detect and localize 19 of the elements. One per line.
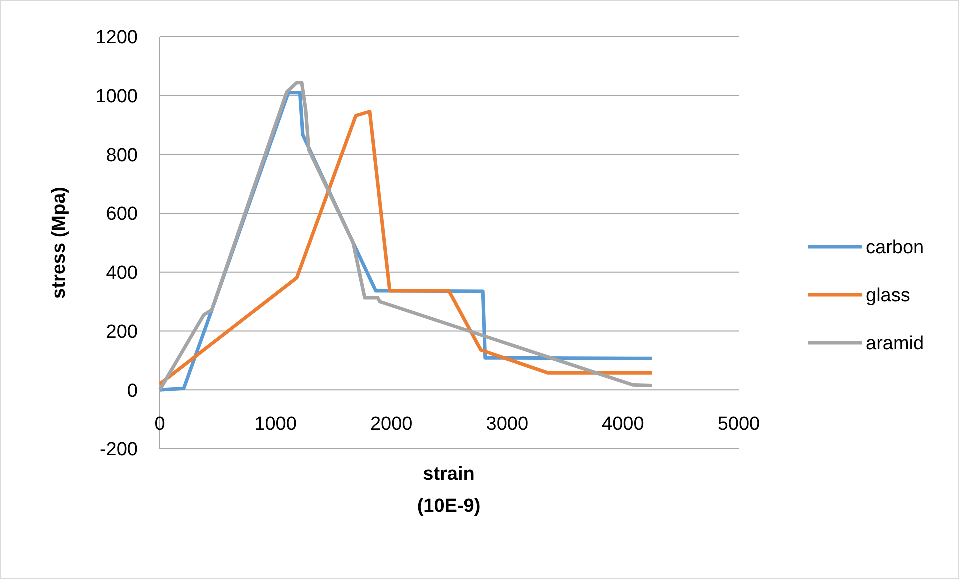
y-tick-label: 0 (127, 380, 138, 402)
y-tick-label: 400 (106, 263, 138, 284)
x-tick-label: 5000 (718, 414, 760, 436)
y-axis-title: stress (Mpa) (49, 187, 70, 299)
x-tick-label: 2000 (370, 414, 413, 436)
legend-label: glass (866, 286, 910, 307)
x-tick-label: 4000 (602, 414, 644, 436)
y-tick-label: -200 (100, 440, 138, 461)
x-tick-label: 3000 (486, 414, 529, 436)
x-axis-title: strain (10E-9) (417, 464, 481, 517)
y-tick-label: 1200 (96, 28, 138, 49)
legend-label: aramid (866, 334, 924, 355)
y-tick-label: 600 (106, 204, 138, 226)
x-tick-label: 1000 (254, 414, 297, 436)
y-tick-label: 800 (106, 145, 138, 166)
y-tick-label: 200 (106, 322, 138, 343)
legend-label: carbon (866, 238, 924, 259)
x-tick-label: 0 (154, 414, 166, 436)
y-tick-label: 1000 (96, 86, 138, 108)
